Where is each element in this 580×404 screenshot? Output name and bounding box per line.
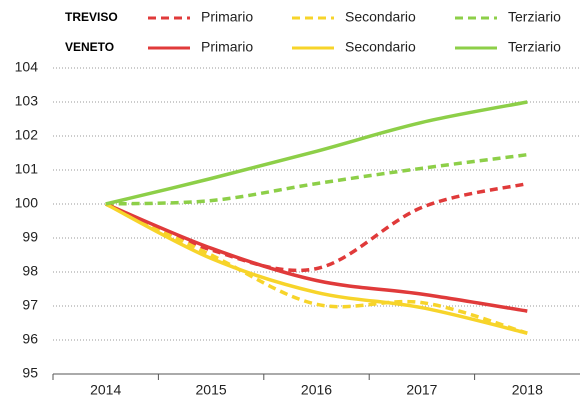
y-tick-label: 96 [22, 331, 38, 347]
y-tick-label: 98 [22, 263, 38, 279]
legend-group-label: VENETO [65, 40, 114, 54]
y-tick-label: 102 [15, 127, 39, 143]
y-tick-label: 99 [22, 229, 38, 245]
legend-label: Primario [201, 9, 253, 25]
x-tick-label: 2018 [512, 382, 543, 398]
y-tick-label: 103 [15, 93, 39, 109]
x-tick-label: 2015 [196, 382, 227, 398]
x-tick-label: 2014 [90, 382, 121, 398]
legend-label: Secondario [345, 39, 416, 55]
legend-label: Secondario [345, 9, 416, 25]
series-line [105, 181, 528, 273]
x-tick-label: 2017 [406, 382, 437, 398]
legend-label: Terziario [508, 39, 561, 55]
series-line [105, 152, 528, 206]
legend-group-label: TREVISO [65, 10, 118, 24]
y-tick-label: 104 [15, 59, 39, 75]
y-tick-label: 95 [22, 365, 38, 381]
legend-label: Terziario [508, 9, 561, 25]
series-line [104, 202, 528, 335]
legend-label: Primario [201, 39, 253, 55]
x-tick-label: 2016 [301, 382, 332, 398]
series-line [105, 100, 528, 206]
series-line [105, 202, 528, 313]
y-tick-label: 97 [22, 297, 38, 313]
y-tick-label: 100 [15, 195, 39, 211]
y-tick-label: 101 [15, 161, 39, 177]
